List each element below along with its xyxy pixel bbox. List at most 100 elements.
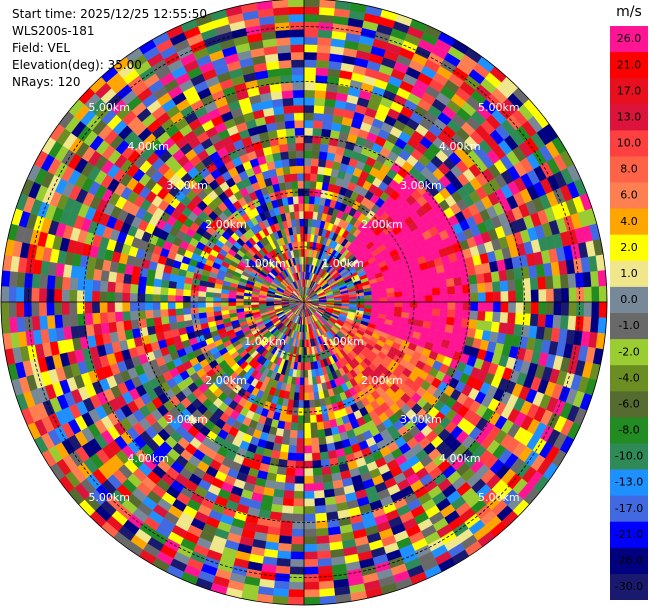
range-gate-cell: [394, 301, 403, 308]
range-gate-cell: [296, 233, 301, 242]
range-gate-cell: [296, 438, 305, 447]
range-gate-cell: [182, 289, 192, 297]
range-gate-cell: [284, 475, 296, 484]
range-gate-cell: [280, 82, 294, 92]
colorbar-tick-label: -30.0: [615, 580, 643, 593]
range-gate-cell: [295, 150, 305, 159]
range-gate-cell: [299, 218, 305, 227]
range-gate-cell: [276, 128, 287, 138]
range-gate-cell: [274, 573, 290, 583]
range-gate-cell: [291, 536, 305, 545]
range-gate-cell: [144, 293, 153, 303]
range-gate-cell: [477, 301, 486, 312]
range-gate-cell: [114, 291, 123, 303]
colorbar-tick-label: -1.0: [618, 319, 639, 332]
range-gate-cell: [301, 248, 305, 257]
range-gate-cell: [470, 292, 479, 303]
range-gate-cell: [303, 385, 309, 394]
range-gate-cell: [567, 315, 577, 331]
range-gate-cell: [107, 321, 118, 333]
range-gate-cell: [275, 167, 285, 177]
range-gate-cell: [99, 280, 109, 292]
range-gate-cell: [490, 271, 501, 283]
range-gate-cell: [313, 105, 325, 114]
range-gate-cell: [315, 527, 329, 537]
range-gate-cell: [288, 589, 305, 598]
range-gate-cell: [182, 295, 191, 303]
range-gate-cell: [429, 273, 439, 283]
range-gate-cell: [559, 315, 569, 330]
range-gate-cell: [303, 195, 310, 204]
range-gate-cell: [287, 142, 297, 152]
range-gate-cell: [318, 6, 336, 16]
range-gate-cell: [437, 271, 447, 281]
range-gate-cell: [508, 301, 517, 314]
range-gate-cell: [294, 475, 305, 484]
start-time-text: Start time: 2025/12/25 12:55:50: [12, 7, 207, 21]
range-gate-cell: [273, 14, 290, 24]
range-gate-cell: [275, 473, 286, 483]
range-gate-cell: [8, 301, 17, 318]
range-gate-cell: [276, 557, 291, 567]
range-gate-cell: [279, 527, 293, 537]
range-gate-cell: [303, 430, 312, 439]
range-gate-cell: [322, 121, 333, 131]
range-gate-cell: [322, 113, 334, 123]
range-gate-cell: [167, 287, 177, 296]
range-gate-cell: [31, 287, 40, 303]
range-gate-cell: [440, 294, 449, 303]
range-gate-cell: [499, 280, 509, 292]
range-gate-cell: [293, 104, 305, 114]
range-gate-cell: [69, 289, 78, 303]
range-gate-cell: [303, 233, 308, 242]
range-gate-cell: [500, 301, 509, 313]
range-gate-cell: [16, 271, 26, 288]
range-gate-cell: [424, 288, 433, 296]
range-gate-cell: [291, 180, 299, 190]
range-gate-cell: [309, 180, 317, 190]
range-gate-cell: [318, 436, 327, 446]
range-gate-cell: [309, 414, 317, 424]
range-gate-cell: [197, 301, 206, 308]
range-gate-cell: [300, 241, 305, 250]
range-gate-cell: [469, 283, 479, 294]
range-ring-label: 4.00km: [439, 140, 481, 153]
range-gate-cell: [303, 468, 314, 477]
range-gate-cell: [69, 277, 79, 291]
range-gate-cell: [582, 316, 592, 333]
range-gate-cell: [159, 294, 168, 303]
range-gate-cell: [303, 528, 317, 537]
range-gate-cell: [308, 392, 315, 401]
range-gate-cell: [507, 312, 516, 325]
range-gate-cell: [568, 301, 577, 317]
colorbar-tick-label: -21.0: [615, 528, 643, 541]
range-gate-cell: [310, 422, 318, 431]
range-gate-cell: [317, 429, 326, 438]
range-gate-cell: [303, 392, 310, 401]
colorbar-tick-label: 8.0: [620, 163, 638, 176]
range-gate-cell: [54, 275, 64, 290]
range-gate-cell: [152, 286, 162, 295]
range-gate-cell: [271, 496, 284, 506]
range-gate-cell: [282, 166, 291, 175]
range-gate-cell: [220, 305, 229, 311]
range-gate-cell: [303, 51, 318, 61]
range-gate-cell: [470, 301, 479, 312]
range-gate-cell: [303, 0, 321, 8]
range-gate-cell: [288, 437, 298, 446]
range-gate-cell: [371, 293, 380, 299]
colorbar-tick-label: 10.0: [617, 137, 642, 150]
range-gate-cell: [295, 453, 305, 462]
range-gate-cell: [492, 301, 502, 313]
range-gate-cell: [300, 233, 305, 242]
range-gate-cell: [423, 281, 433, 290]
range-gate-cell: [284, 120, 296, 129]
range-gate-cell: [175, 288, 184, 296]
range-gate-cell: [417, 295, 426, 303]
range-gate-cell: [168, 315, 177, 324]
range-gate-cell: [490, 321, 501, 333]
range-gate-cell: [314, 82, 328, 92]
range-gate-cell: [303, 445, 313, 454]
range-ring-label: 1.00km: [322, 335, 364, 348]
range-gate-cell: [538, 301, 547, 315]
